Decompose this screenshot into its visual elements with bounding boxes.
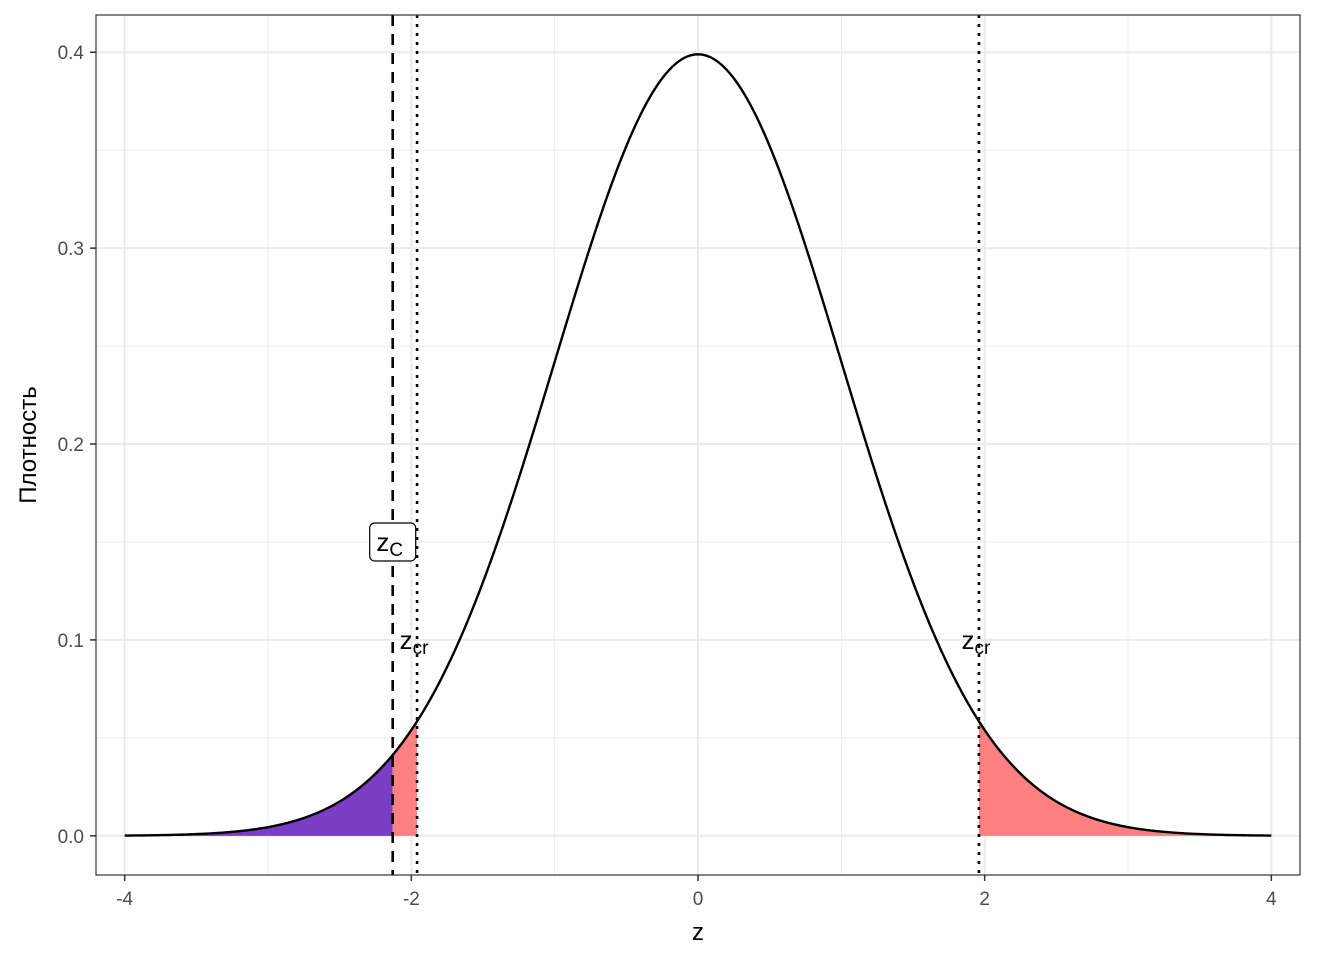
y-tick-label: 0.4 <box>58 43 85 64</box>
x-tick-label: 2 <box>979 889 990 910</box>
label-z-observed: zC <box>369 522 417 562</box>
shaded-regions <box>124 721 1272 836</box>
label-text: zcr <box>962 625 992 659</box>
label-main: z <box>962 625 975 655</box>
shaded-region-1 <box>124 754 393 836</box>
label-box <box>369 522 417 562</box>
density-curve <box>124 53 1272 837</box>
x-tick-label: -2 <box>403 889 420 910</box>
label-text: zcr <box>400 625 430 659</box>
shaded-region-3 <box>978 721 1272 836</box>
x-tick-label: 0 <box>693 889 704 910</box>
density-curve-group <box>124 53 1272 837</box>
x-tick-label: 4 <box>1266 889 1277 910</box>
label-z-critical: zcr <box>400 625 430 659</box>
y-tick-label: 0.2 <box>58 435 84 456</box>
y-tick-label: 0.1 <box>58 631 84 652</box>
y-axis-title: Плотность <box>15 386 42 503</box>
label-subscript: cr <box>975 638 992 659</box>
x-tick-label: -4 <box>116 889 133 910</box>
y-tick-label: 0.3 <box>58 239 84 260</box>
label-main: z <box>376 527 389 557</box>
label-subscript: cr <box>413 638 430 659</box>
label-main: z <box>400 625 413 655</box>
label-text: zC <box>376 527 403 561</box>
label-z-critical: zcr <box>962 625 992 659</box>
reference-lines <box>391 15 981 875</box>
y-axis: 0.0 0.1 0.2 0.3 0.4 <box>58 43 96 848</box>
label-subscript: C <box>389 540 403 561</box>
x-axis: -4 -2 0 2 4 <box>116 875 1277 910</box>
x-axis-title: z <box>692 919 704 946</box>
grid-lines <box>96 15 1300 875</box>
y-tick-label: 0.0 <box>58 827 84 848</box>
shaded-region-2 <box>392 721 418 836</box>
